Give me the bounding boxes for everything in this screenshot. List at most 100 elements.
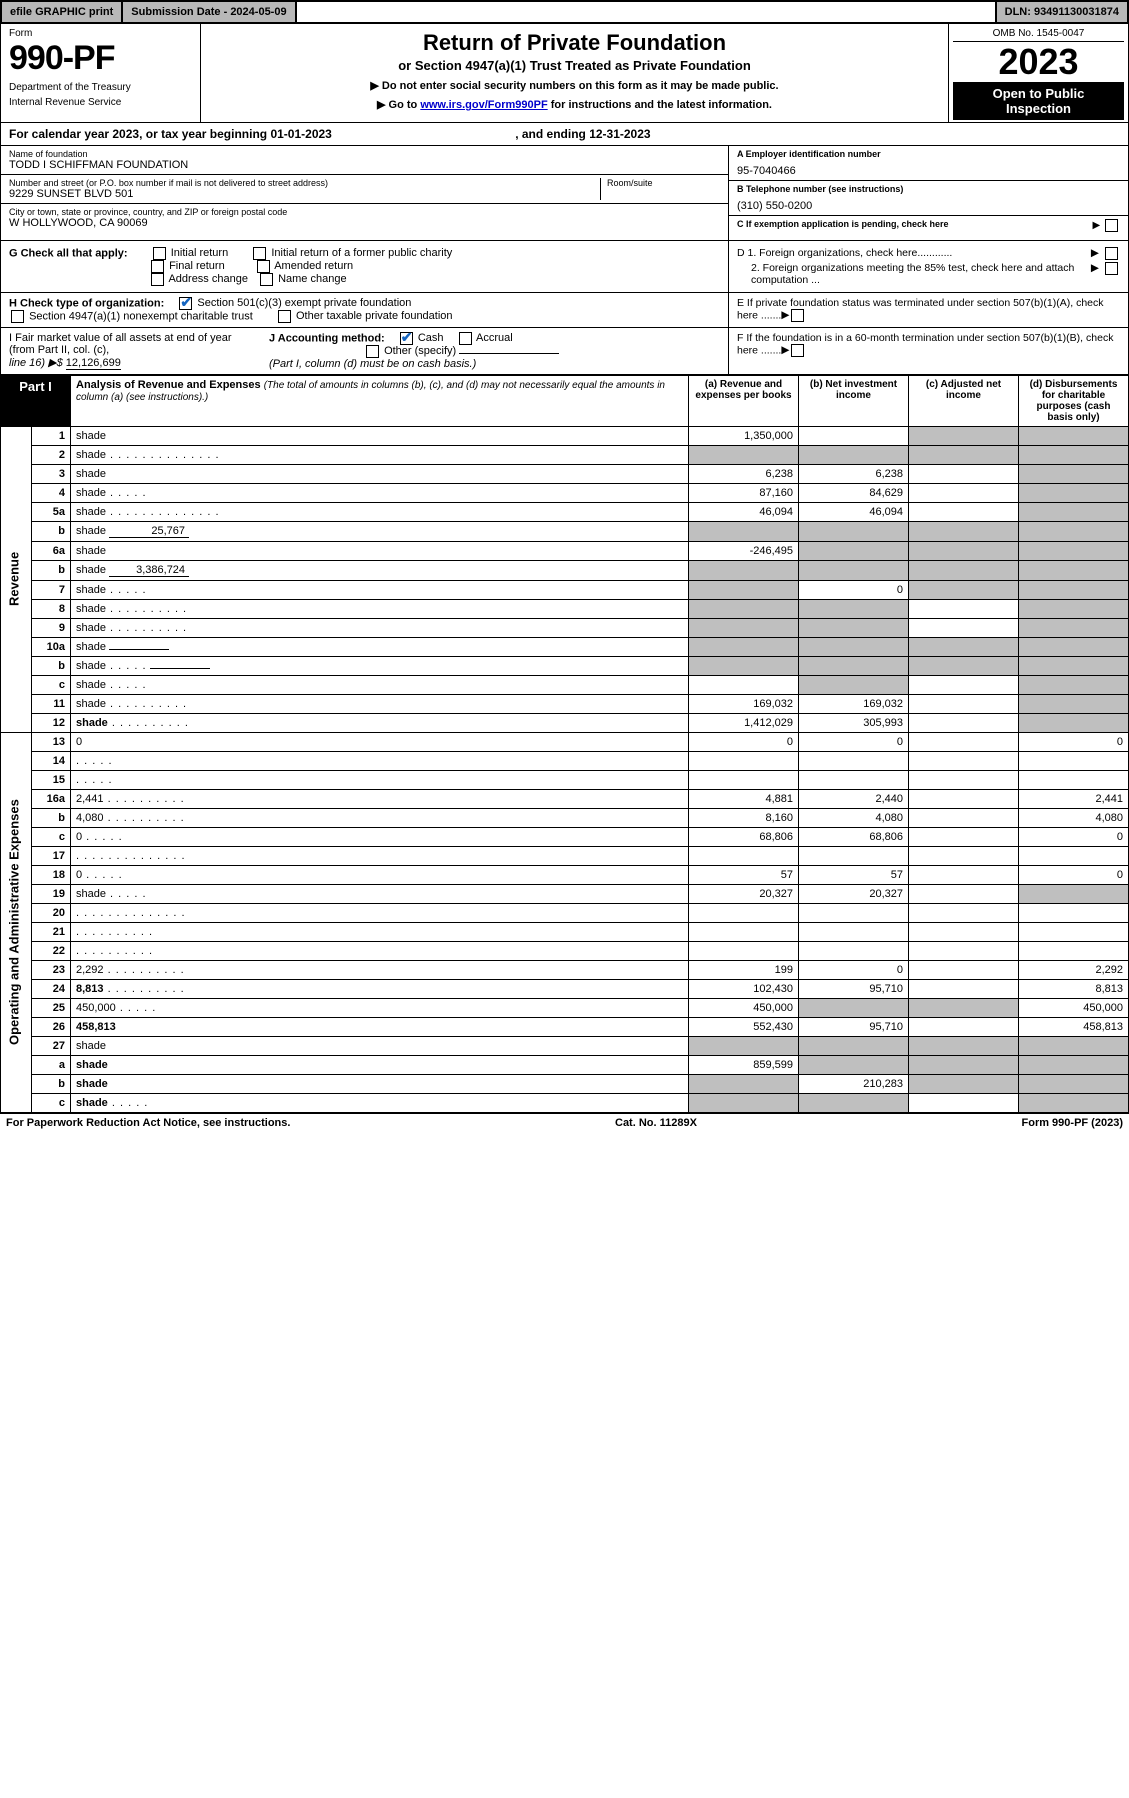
value-cell [689,903,799,922]
dept-irs: Internal Revenue Service [9,97,192,108]
value-cell [799,941,909,960]
cb-initial-return[interactable] [153,247,166,260]
checkbox-c[interactable] [1105,219,1118,232]
form-title: Return of Private Foundation [211,30,938,56]
value-cell: 552,430 [689,1017,799,1036]
g-right: D 1. Foreign organizations, check here..… [728,241,1128,292]
value-cell: 57 [689,865,799,884]
value-cell: 8,160 [689,808,799,827]
g-left: G Check all that apply: Initial return I… [1,241,728,292]
value-cell [1019,713,1129,732]
footer-mid: Cat. No. 11289X [615,1117,697,1129]
addr-cell: Number and street (or P.O. box number if… [1,175,728,204]
row-description: shade [71,884,689,903]
row-number: 6a [32,541,71,560]
value-cell: 0 [1019,827,1129,846]
table-row: bshade [1,656,1129,675]
row-number: 22 [32,941,71,960]
value-cell [909,865,1019,884]
cb-d2[interactable] [1105,262,1118,275]
value-cell: 2,440 [799,789,909,808]
cb-other-tax[interactable] [278,310,291,323]
part-title: Analysis of Revenue and Expenses [76,379,264,391]
h-left: H Check type of organization: Section 50… [1,293,728,327]
value-cell [1019,1074,1129,1093]
value-cell: 8,813 [1019,979,1129,998]
table-row: 26458,813552,43095,710458,813 [1,1017,1129,1036]
value-cell: 46,094 [689,502,799,521]
value-cell [1019,483,1129,502]
value-cell: 169,032 [689,694,799,713]
row-number: 17 [32,846,71,865]
row-number: b [32,521,71,541]
row-number: 20 [32,903,71,922]
dept-treasury: Department of the Treasury [9,82,192,93]
table-row: 20 [1,903,1129,922]
value-cell: 95,710 [799,1017,909,1036]
cb-accrual[interactable] [459,332,472,345]
j-other: Other (specify) [384,345,456,357]
value-cell: 450,000 [689,998,799,1017]
footer: For Paperwork Reduction Act Notice, see … [0,1113,1129,1132]
cb-d1[interactable] [1105,247,1118,260]
value-cell [689,846,799,865]
value-cell [909,1036,1019,1055]
irs-link[interactable]: www.irs.gov/Form990PF [420,99,547,111]
row-number: 14 [32,751,71,770]
cb-initial-former[interactable] [253,247,266,260]
row-description: shade [71,637,689,656]
value-cell [909,903,1019,922]
row-number: 1 [32,426,71,445]
cb-other-method[interactable] [366,345,379,358]
value-cell [799,618,909,637]
cb-name-change[interactable] [260,273,273,286]
opt-former: Initial return of a former public charit… [271,247,452,259]
value-cell [909,694,1019,713]
cal-mid: , and ending [515,127,589,141]
value-cell [1019,656,1129,675]
value-cell [799,599,909,618]
value-cell [1019,751,1129,770]
omb-number: OMB No. 1545-0047 [953,26,1124,42]
value-cell: 2,441 [1019,789,1129,808]
value-cell [799,1055,909,1074]
value-cell: 95,710 [799,979,909,998]
value-cell [909,426,1019,445]
value-cell [909,618,1019,637]
table-row: 18057570 [1,865,1129,884]
h-opt3: Other taxable private foundation [296,310,453,322]
value-cell: 0 [799,960,909,979]
row-description: shade [71,502,689,521]
g-section: G Check all that apply: Initial return I… [0,241,1129,293]
revenue-label: Revenue [1,426,32,732]
cb-501c3[interactable] [179,297,192,310]
table-row: 232,29219902,292 [1,960,1129,979]
value-cell: 0 [799,732,909,751]
value-cell [1019,618,1129,637]
table-row: 12shade1,412,029305,993 [1,713,1129,732]
value-cell [799,846,909,865]
cb-amended[interactable] [257,260,270,273]
name-lbl: Name of foundation [9,149,720,159]
value-cell [909,884,1019,903]
value-cell [799,445,909,464]
cb-f[interactable] [791,344,804,357]
cb-addr-change[interactable] [151,273,164,286]
value-cell [1019,903,1129,922]
value-cell: 0 [799,580,909,599]
instr-2-pre: ▶ Go to [377,99,420,111]
value-cell [799,560,909,580]
form-header: Form 990-PF Department of the Treasury I… [0,24,1129,123]
row-number: 21 [32,922,71,941]
cb-e[interactable] [791,309,804,322]
value-cell [1019,502,1129,521]
value-cell: 0 [1019,865,1129,884]
ein-lbl: A Employer identification number [737,149,1120,159]
cb-cash[interactable] [400,332,413,345]
row-description: shade [71,1093,689,1112]
table-row: cshade [1,1093,1129,1112]
cb-4947[interactable] [11,310,24,323]
row-description: shade [71,445,689,464]
j-accrual: Accrual [476,332,513,344]
cb-final-return[interactable] [151,260,164,273]
